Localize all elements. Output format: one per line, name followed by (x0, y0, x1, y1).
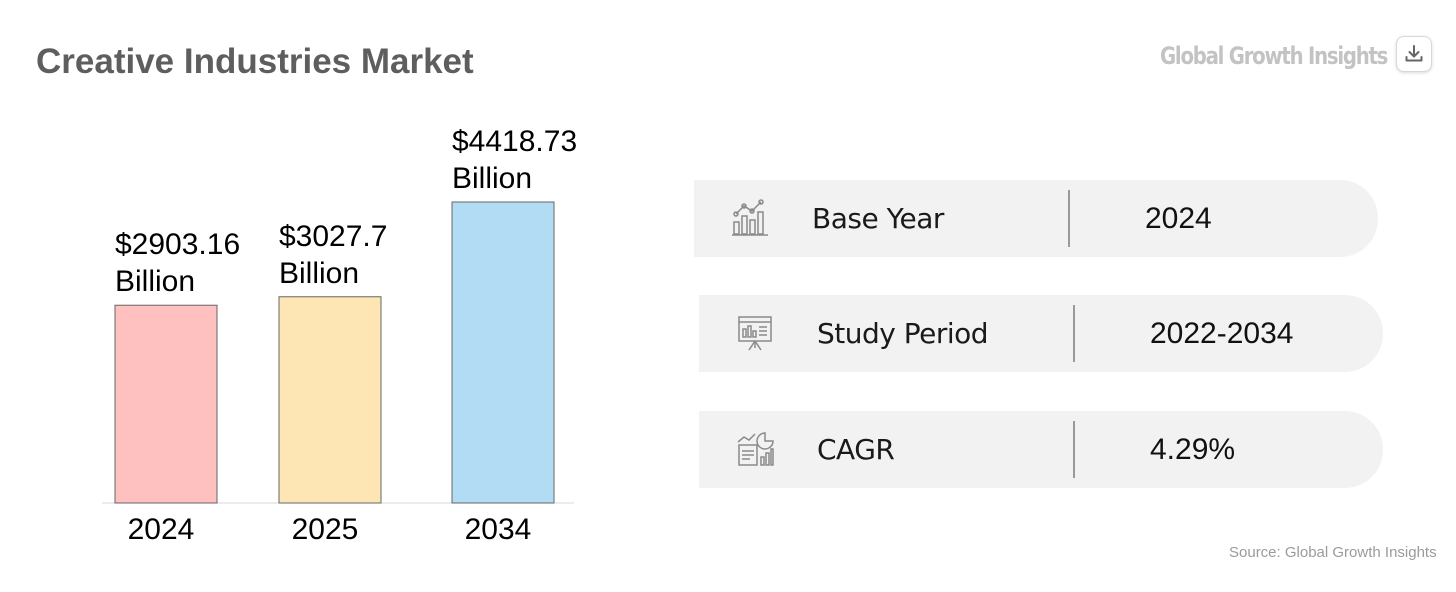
bar-2034 (451, 201, 555, 504)
stat-value: 2022-2034 (1150, 317, 1294, 350)
x-tick-label: 2024 (128, 513, 195, 546)
presentation-board-icon (738, 316, 772, 351)
line-chart-icon (732, 199, 768, 236)
data-label-unit: Billion (452, 162, 532, 195)
stat-label: Study Period (817, 317, 989, 350)
data-label-value: $3027.7 (279, 220, 387, 253)
stat-label: Base Year (812, 202, 944, 235)
x-tick-label: 2034 (465, 513, 532, 546)
x-tick-label: 2025 (292, 513, 359, 546)
stat-value: 2024 (1145, 202, 1212, 235)
data-label-unit: Billion (279, 257, 359, 290)
download-icon (1405, 45, 1423, 62)
data-label-unit: Billion (115, 265, 195, 298)
divider (1073, 421, 1075, 478)
bar-chart: $2903.16 Billion 2024 $3027.7 Billion 2025 $44… (102, 125, 577, 546)
brand-logo-text: Global Growth Insights (1160, 42, 1388, 70)
stat-card-study-period: Study Period 2022-2034 (699, 295, 1383, 372)
stat-card-base-year: Base Year 2024 (694, 180, 1378, 257)
download-button[interactable] (1396, 36, 1432, 72)
stat-label: CAGR (817, 433, 895, 466)
divider (1073, 305, 1075, 362)
bar-2024 (114, 304, 218, 504)
page-title: Creative Industries Market (36, 42, 474, 81)
stat-value: 4.29% (1150, 433, 1236, 466)
divider (1068, 190, 1070, 247)
bar-2025 (278, 296, 382, 504)
data-label-value: $4418.73 (452, 125, 577, 158)
data-label-value: $2903.16 (115, 228, 240, 261)
analytics-report-icon (737, 432, 774, 466)
stat-card-cagr: CAGR 4.29% (699, 411, 1383, 488)
source-note: Source: Global Growth Insights (1229, 544, 1437, 561)
